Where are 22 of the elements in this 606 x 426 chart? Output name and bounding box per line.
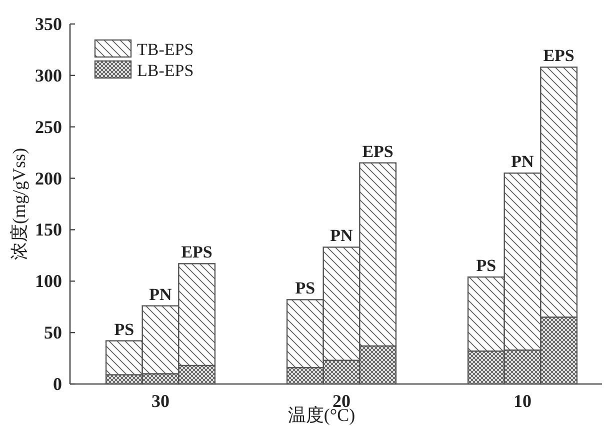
- annotation: EPS: [362, 142, 394, 161]
- y-tick-label: 150: [35, 220, 62, 240]
- y-tick-label: 300: [35, 65, 62, 86]
- y-tick-label: 350: [35, 14, 62, 34]
- legend-label: LB-EPS: [137, 61, 194, 80]
- annotation: PS: [114, 320, 134, 339]
- annotation: EPS: [181, 242, 212, 262]
- annotation: EPS: [543, 46, 574, 66]
- y-tick-label: 200: [35, 168, 62, 188]
- annotation: PN: [149, 284, 173, 304]
- annotation: PS: [295, 278, 316, 298]
- annotation: PN: [511, 152, 535, 172]
- y-tick-label: 0: [53, 374, 62, 394]
- y-axis-title: 浓度(mg/gVss): [9, 148, 29, 260]
- y-tick-label: 100: [35, 271, 62, 292]
- y-tick-label: 50: [44, 322, 62, 343]
- x-tick-label: 30: [152, 391, 170, 411]
- x-tick-label: 10: [514, 391, 532, 411]
- y-tick-label: 250: [35, 116, 62, 137]
- annotation: PN: [330, 226, 354, 246]
- annotation: PS: [476, 256, 496, 276]
- legend-label: TB-EPS: [137, 40, 194, 59]
